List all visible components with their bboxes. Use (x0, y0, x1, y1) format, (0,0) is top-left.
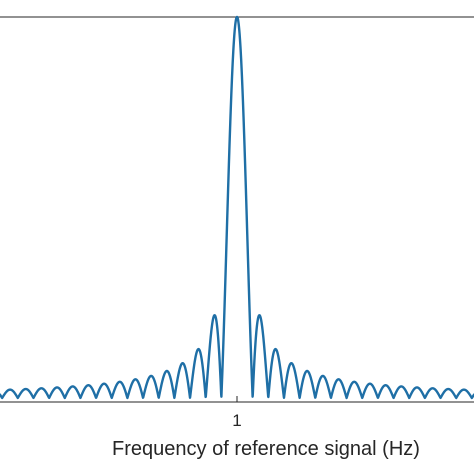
x-axis-label: Frequency of reference signal (Hz) (112, 438, 420, 460)
x-tick-label: 1 (232, 411, 241, 430)
plot-area (0, 15, 474, 403)
series-line (0, 15, 474, 400)
x-axis-ticks: 1 (232, 396, 242, 430)
